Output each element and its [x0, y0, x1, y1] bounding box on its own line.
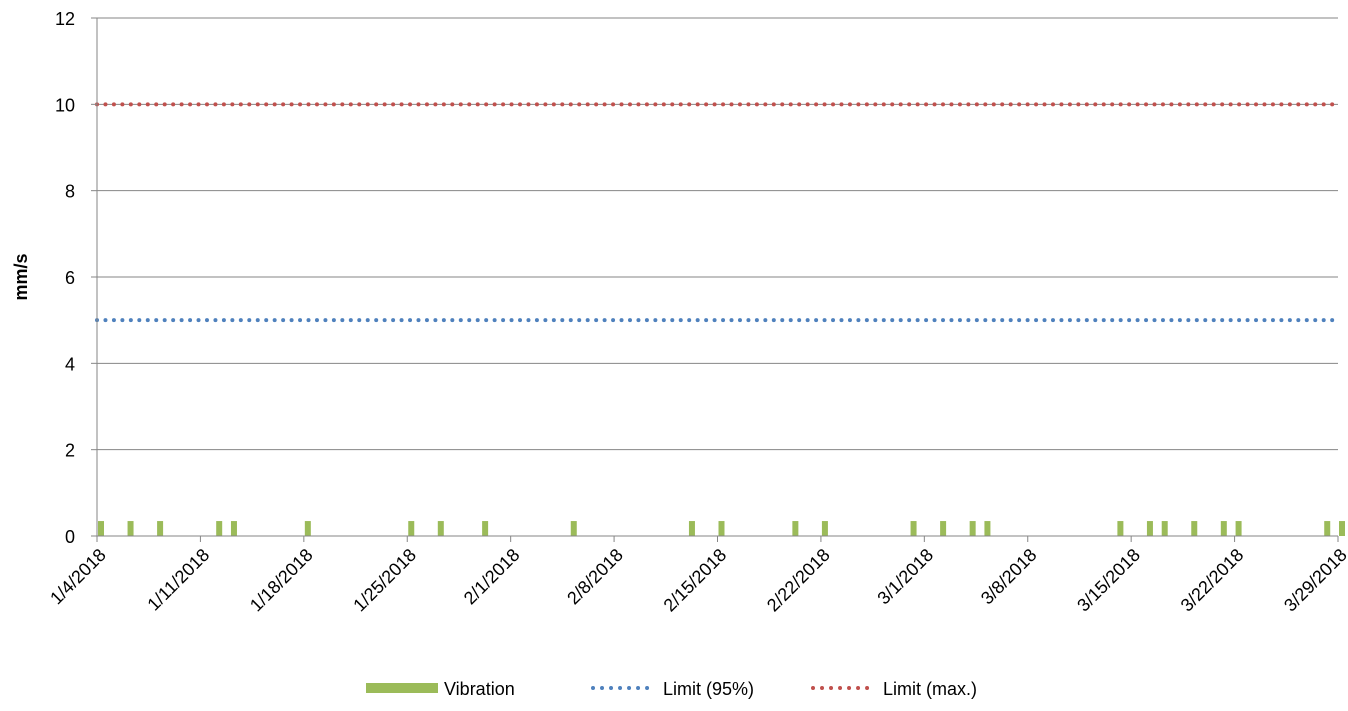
y-tick-label: 12 [55, 9, 75, 29]
vibration-bar [1117, 521, 1124, 536]
legend-swatch-vibration [366, 683, 438, 693]
vibration-bar [969, 521, 976, 536]
vibration-bar [821, 521, 828, 536]
y-tick-labels: 0 2 4 6 8 10 12 [55, 9, 97, 547]
x-tick-label: 3/29/2018 [1280, 545, 1348, 616]
y-tick-label: 8 [65, 182, 75, 202]
vibration-bar [1161, 521, 1168, 536]
x-tick-label: 3/8/2018 [977, 545, 1041, 609]
legend-label-limit-95: Limit (95%) [663, 679, 754, 699]
y-tick-label: 2 [65, 441, 75, 461]
legend: Vibration Limit (95%) Limit (max.) [366, 679, 977, 699]
x-tick-label: 2/22/2018 [763, 545, 834, 616]
vibration-bar [127, 521, 134, 536]
x-tick-label: 1/25/2018 [349, 545, 420, 616]
x-tick-label: 2/8/2018 [563, 545, 627, 609]
x-tick-label: 1/4/2018 [46, 545, 110, 609]
x-tick-label: 3/15/2018 [1073, 545, 1144, 616]
x-tick-labels: 1/4/2018 1/11/2018 1/18/2018 1/25/2018 2/1/2… [46, 536, 1348, 615]
vibration-bar [1339, 521, 1345, 536]
vibration-bar [1191, 521, 1198, 536]
vibration-bar [437, 521, 444, 536]
vibration-bar [792, 521, 799, 536]
limit-lines [95, 102, 1340, 323]
vibration-bar [98, 521, 104, 536]
vibration-bars [98, 521, 1345, 536]
vibration-bar [570, 521, 577, 536]
vibration-bar [157, 521, 164, 536]
x-tick-label: 3/22/2018 [1177, 545, 1248, 616]
x-tick-label: 2/15/2018 [660, 545, 731, 616]
vibration-bar [1146, 521, 1153, 536]
gridlines [97, 17, 1338, 451]
x-tick-label: 1/18/2018 [246, 545, 317, 616]
x-tick-label: 3/1/2018 [873, 545, 937, 609]
y-axis-title: mm/s [11, 253, 31, 300]
y-tick-label: 10 [55, 95, 75, 115]
vibration-bar [718, 521, 725, 536]
vibration-bar [1324, 521, 1331, 536]
vibration-bar [304, 521, 311, 536]
vibration-bar [1235, 521, 1242, 536]
vibration-bar [1220, 521, 1227, 536]
vibration-bar [408, 521, 415, 536]
x-tick-label: 1/11/2018 [143, 545, 213, 615]
vibration-bar [688, 521, 695, 536]
vibration-bar [216, 521, 223, 536]
y-tick-label: 0 [65, 527, 75, 547]
vibration-bar [482, 521, 489, 536]
x-tick-label: 2/1/2018 [460, 545, 524, 609]
vibration-bar [940, 521, 947, 536]
vibration-bar [984, 521, 991, 536]
legend-label-vibration: Vibration [444, 679, 515, 699]
vibration-bar [910, 521, 917, 536]
vibration-bar [230, 521, 237, 536]
y-tick-label: 4 [65, 354, 75, 374]
y-tick-label: 6 [65, 268, 75, 288]
legend-label-limit-max: Limit (max.) [883, 679, 977, 699]
